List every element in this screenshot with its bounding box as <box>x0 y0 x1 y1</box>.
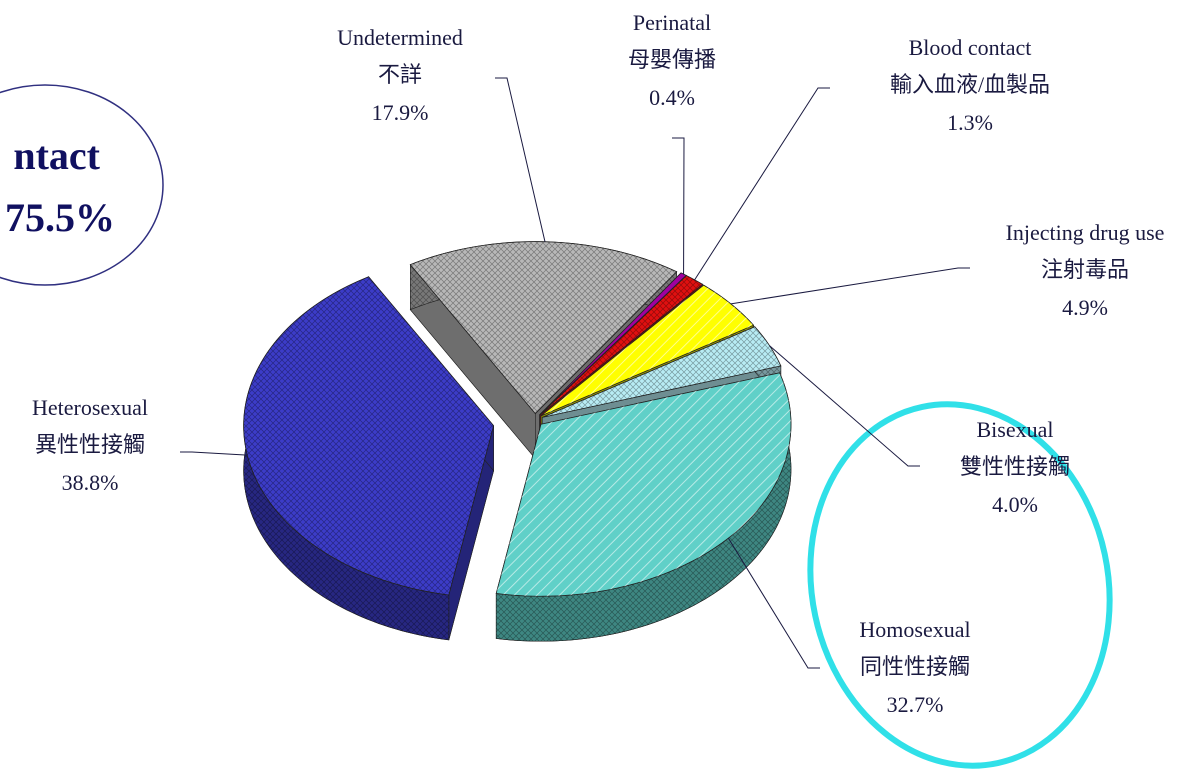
slice-wall-texture <box>243 276 449 640</box>
label-name-zh: 不詳 <box>378 62 422 87</box>
slice-wall-texture <box>496 372 791 642</box>
label-name: Injecting drug use <box>1006 220 1165 245</box>
label-value: 32.7% <box>887 692 944 717</box>
slice-texture <box>542 326 781 418</box>
leader-line <box>495 77 546 242</box>
leader-line <box>180 451 248 456</box>
label-name-zh: 異性性接觸 <box>35 432 145 457</box>
annotation-value: 75.5% <box>5 195 115 240</box>
pie <box>243 241 792 642</box>
label-name: Heterosexual <box>32 395 148 420</box>
label-name-zh: 注射毒品 <box>1041 257 1129 282</box>
label-name-zh: 輸入血液/血製品 <box>890 72 1050 97</box>
labels: Undetermined 不詳 17.9% Perinatal 母嬰傳播 0.4% Bloo… <box>32 10 1164 717</box>
slice-texture <box>243 276 494 595</box>
label-name: Blood contact <box>909 35 1032 60</box>
leader-line <box>727 537 820 669</box>
label-name: Undetermined <box>337 25 463 50</box>
label-value: 4.0% <box>992 492 1038 517</box>
leader-line <box>672 137 685 275</box>
group-ellipse <box>0 84 164 286</box>
label-value: 4.9% <box>1062 295 1108 320</box>
highlight-ellipse <box>807 401 1113 769</box>
label-value: 0.4% <box>649 85 695 110</box>
label-name-zh: 雙性性接觸 <box>960 454 1070 479</box>
label-name: Homosexual <box>859 617 970 642</box>
label-value: 1.3% <box>947 110 993 135</box>
leader-line <box>769 345 920 467</box>
slice-texture <box>496 372 791 597</box>
label-name: Perinatal <box>633 10 711 35</box>
label-name: Bisexual <box>977 417 1054 442</box>
slice-texture <box>410 241 677 414</box>
label-name-zh: 同性性接觸 <box>860 654 970 679</box>
leader-line <box>694 87 830 281</box>
label-value: 17.9% <box>372 100 429 125</box>
slice-texture <box>539 275 703 415</box>
leader-line <box>730 267 970 305</box>
slice-texture <box>541 285 754 416</box>
annotation-text: ntact <box>13 133 100 178</box>
slice-texture <box>539 272 687 415</box>
label-name-zh: 母嬰傳播 <box>628 47 716 72</box>
label-value: 38.8% <box>62 470 119 495</box>
